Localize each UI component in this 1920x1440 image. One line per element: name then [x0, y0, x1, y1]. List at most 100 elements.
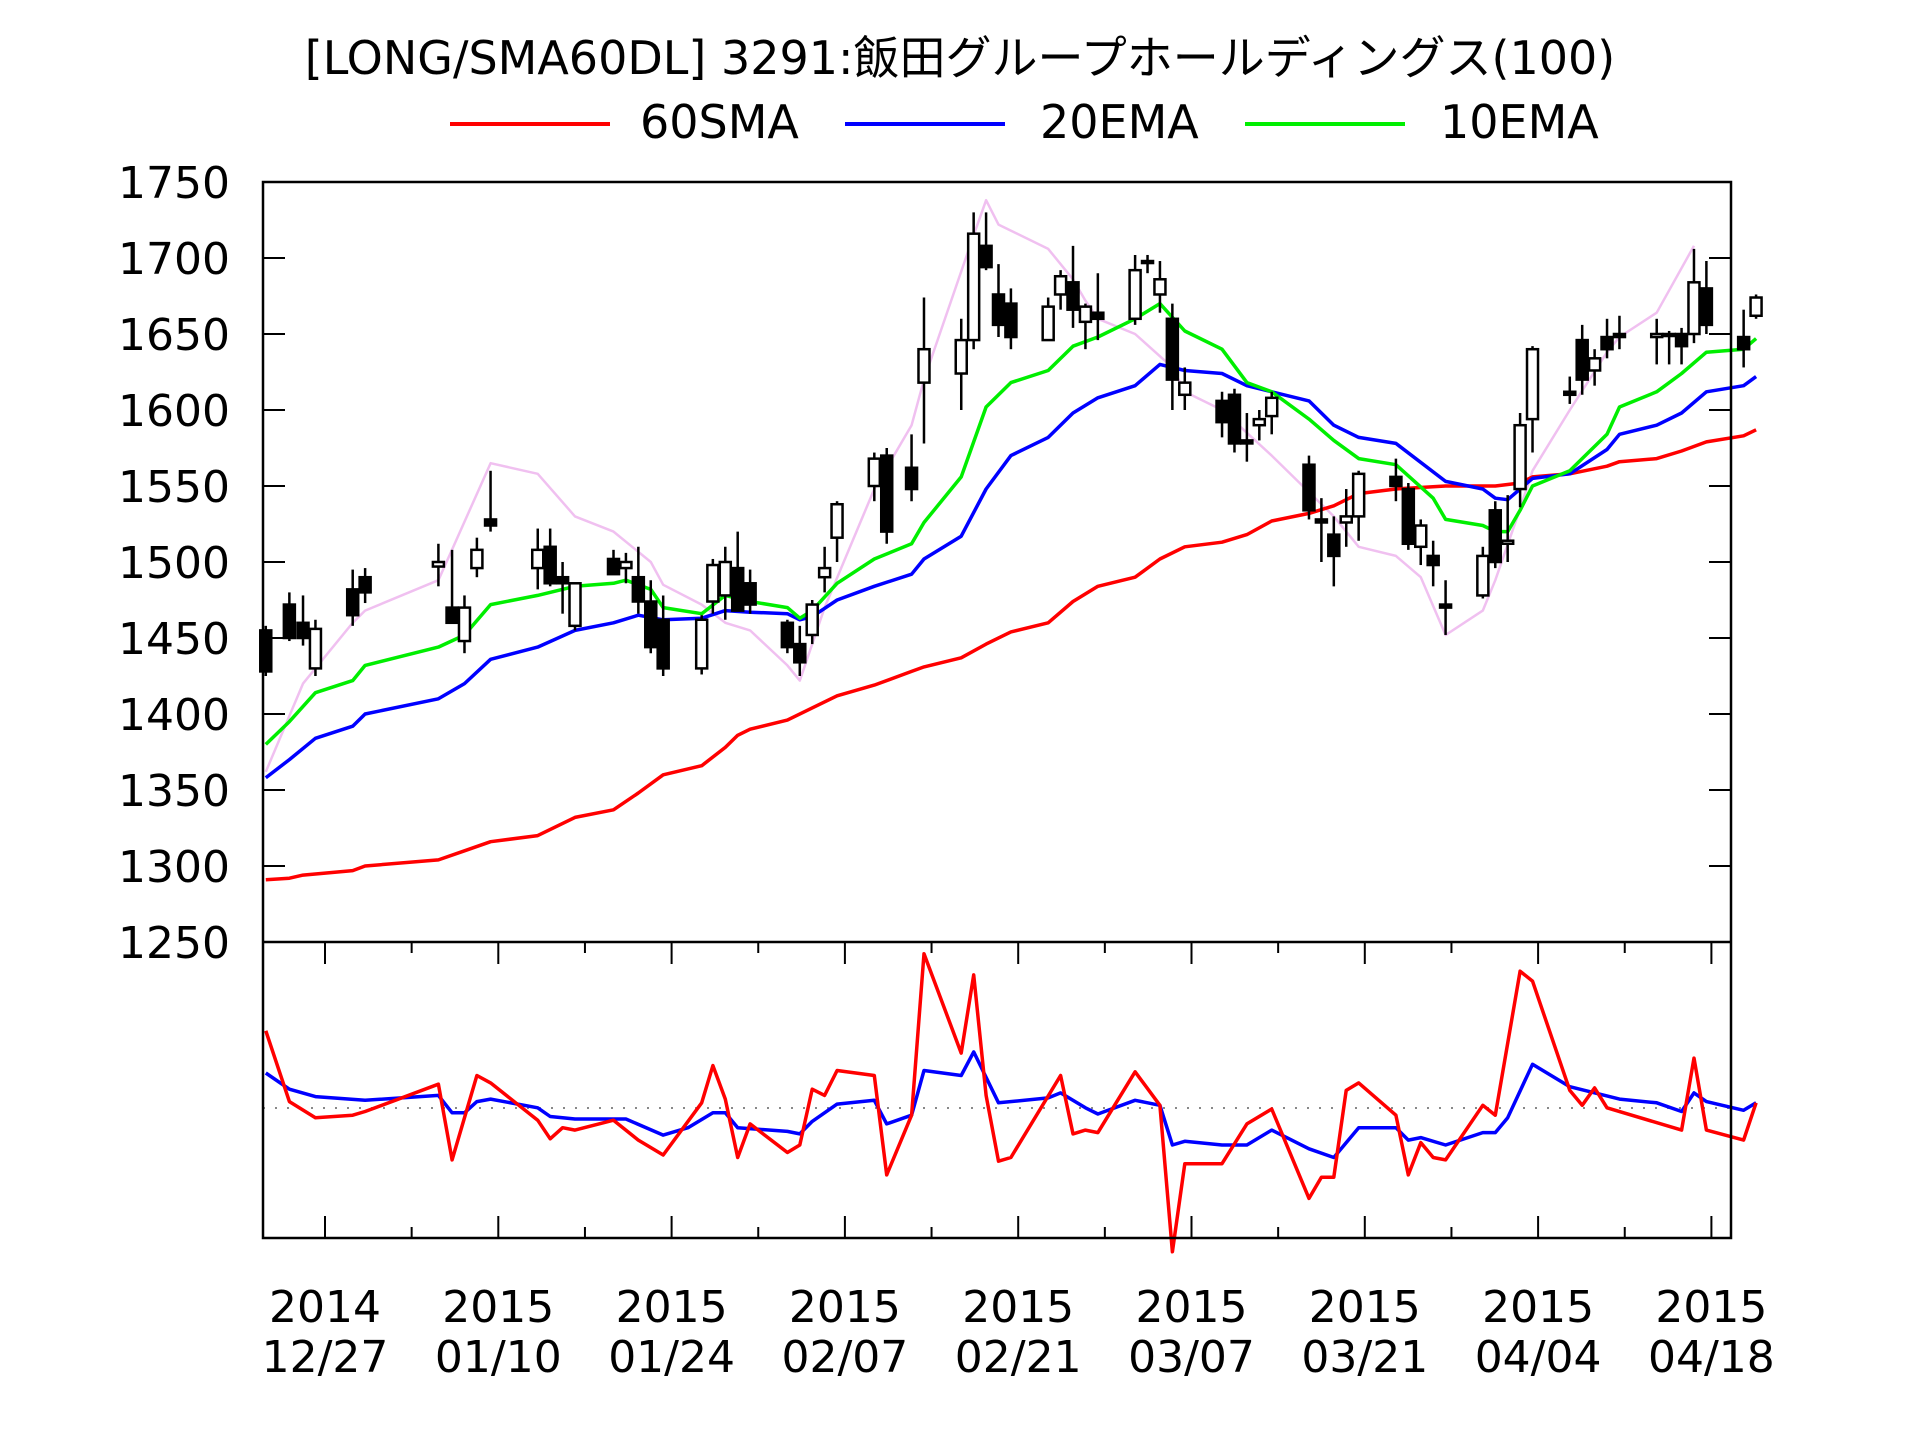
- candle: [1314, 498, 1329, 562]
- candle: [1401, 482, 1416, 550]
- candle-body-up: [619, 560, 633, 570]
- y-tick-label: 1500: [118, 538, 230, 589]
- candle-body-down: [991, 293, 1006, 327]
- candle: [917, 297, 931, 444]
- candle-body-down: [631, 575, 646, 603]
- candle-body-up: [457, 606, 472, 643]
- candle-body-down: [543, 545, 557, 585]
- line-60sma: [265, 428, 1757, 882]
- candle: [1240, 413, 1254, 462]
- candle-body-down: [259, 629, 273, 673]
- candle-body-down: [1674, 332, 1689, 348]
- candle: [282, 592, 297, 642]
- candle: [694, 615, 709, 675]
- oscillator-line-fast: [264, 952, 1758, 1254]
- candle: [1128, 254, 1142, 325]
- candle: [631, 546, 646, 614]
- x-tick-year: 2015: [962, 1282, 1074, 1333]
- candle-body-up: [1476, 554, 1490, 597]
- candle: [543, 528, 557, 587]
- candle: [1041, 297, 1055, 342]
- candlesticks: [259, 212, 1763, 676]
- candle: [780, 619, 795, 654]
- x-tick-date: 04/18: [1648, 1332, 1775, 1383]
- candle: [1612, 315, 1627, 350]
- candle-body-up: [1264, 396, 1279, 418]
- candle: [1699, 261, 1714, 334]
- candle: [530, 528, 545, 590]
- candle-body-down: [730, 566, 745, 612]
- candle: [1140, 254, 1155, 274]
- candle: [431, 543, 446, 587]
- x-tick-date: 04/04: [1475, 1332, 1602, 1383]
- candle: [483, 470, 498, 532]
- x-tick-year: 2015: [442, 1282, 554, 1333]
- candle-body-down: [1004, 302, 1018, 339]
- candle: [296, 595, 310, 646]
- candle: [1563, 376, 1577, 404]
- candle-body-down: [1165, 317, 1180, 381]
- x-tick-year: 2015: [1136, 1282, 1248, 1333]
- candle-body-up: [830, 502, 844, 539]
- candle-body-up: [530, 548, 545, 570]
- candle: [1066, 245, 1080, 328]
- candle-body-down: [979, 244, 993, 269]
- candle-body-down: [793, 642, 807, 664]
- candle: [1165, 303, 1180, 410]
- candle: [1339, 489, 1353, 547]
- legend-label-10ema: 10EMA: [1440, 95, 1599, 149]
- candle-body-up: [706, 563, 720, 603]
- candle-body-down: [1240, 439, 1254, 445]
- legend-label-60sma: 60SMA: [640, 95, 799, 149]
- candle-body-down: [1389, 475, 1403, 488]
- candle: [954, 318, 968, 410]
- x-tick-date: 12/27: [262, 1332, 389, 1383]
- candle: [966, 212, 981, 350]
- candle: [1749, 294, 1763, 319]
- candle: [555, 562, 570, 614]
- candle-body-down: [1699, 287, 1714, 327]
- candle-body-up: [805, 603, 819, 637]
- candle-body-down: [1438, 603, 1453, 609]
- candle: [345, 569, 360, 626]
- candle: [904, 434, 919, 502]
- candle: [1389, 458, 1403, 502]
- candle-body-down: [743, 582, 757, 606]
- candle-body-up: [1414, 524, 1428, 549]
- candle: [1327, 516, 1341, 587]
- line-envelope: [264, 198, 1696, 773]
- candle-body-down: [555, 575, 570, 585]
- candle-body-up: [1178, 381, 1192, 397]
- y-axis-ticks: 1250 1300 1350 1400 1450 1500 1550 1600 1650 1700…: [118, 158, 1731, 969]
- candle: [879, 448, 894, 544]
- y-tick-label: 1300: [118, 842, 230, 893]
- legend-swatch-20ema: [845, 122, 1005, 126]
- candle-body-down: [1215, 399, 1229, 424]
- candle: [1687, 248, 1701, 344]
- candle-body-down: [358, 575, 372, 594]
- candle: [1600, 318, 1614, 359]
- candle: [830, 501, 844, 562]
- candle: [1078, 303, 1093, 350]
- candle: [867, 452, 882, 502]
- candle-body-up: [1078, 305, 1093, 324]
- x-tick-date: 03/07: [1128, 1332, 1255, 1383]
- x-tick-date: 01/10: [435, 1332, 562, 1383]
- x-tick-year: 2015: [789, 1282, 901, 1333]
- candle-body-down: [1314, 518, 1329, 524]
- x-tick-year: 2014: [269, 1282, 381, 1333]
- candle-body-up: [1351, 472, 1366, 518]
- candle-body-up: [1649, 332, 1664, 339]
- candle: [1649, 318, 1664, 365]
- candle-body-up: [1128, 268, 1142, 321]
- candle: [1736, 309, 1751, 368]
- candle: [793, 625, 807, 676]
- y-tick-label: 1700: [118, 234, 230, 285]
- candle-body-up: [954, 338, 968, 375]
- candle-body-down: [296, 621, 310, 640]
- candle-body-down: [282, 603, 297, 640]
- candle-body-down: [656, 618, 670, 670]
- x-tick-date: 02/07: [781, 1332, 908, 1383]
- candle-body-down: [1401, 487, 1416, 546]
- candle-body-up: [1041, 305, 1055, 342]
